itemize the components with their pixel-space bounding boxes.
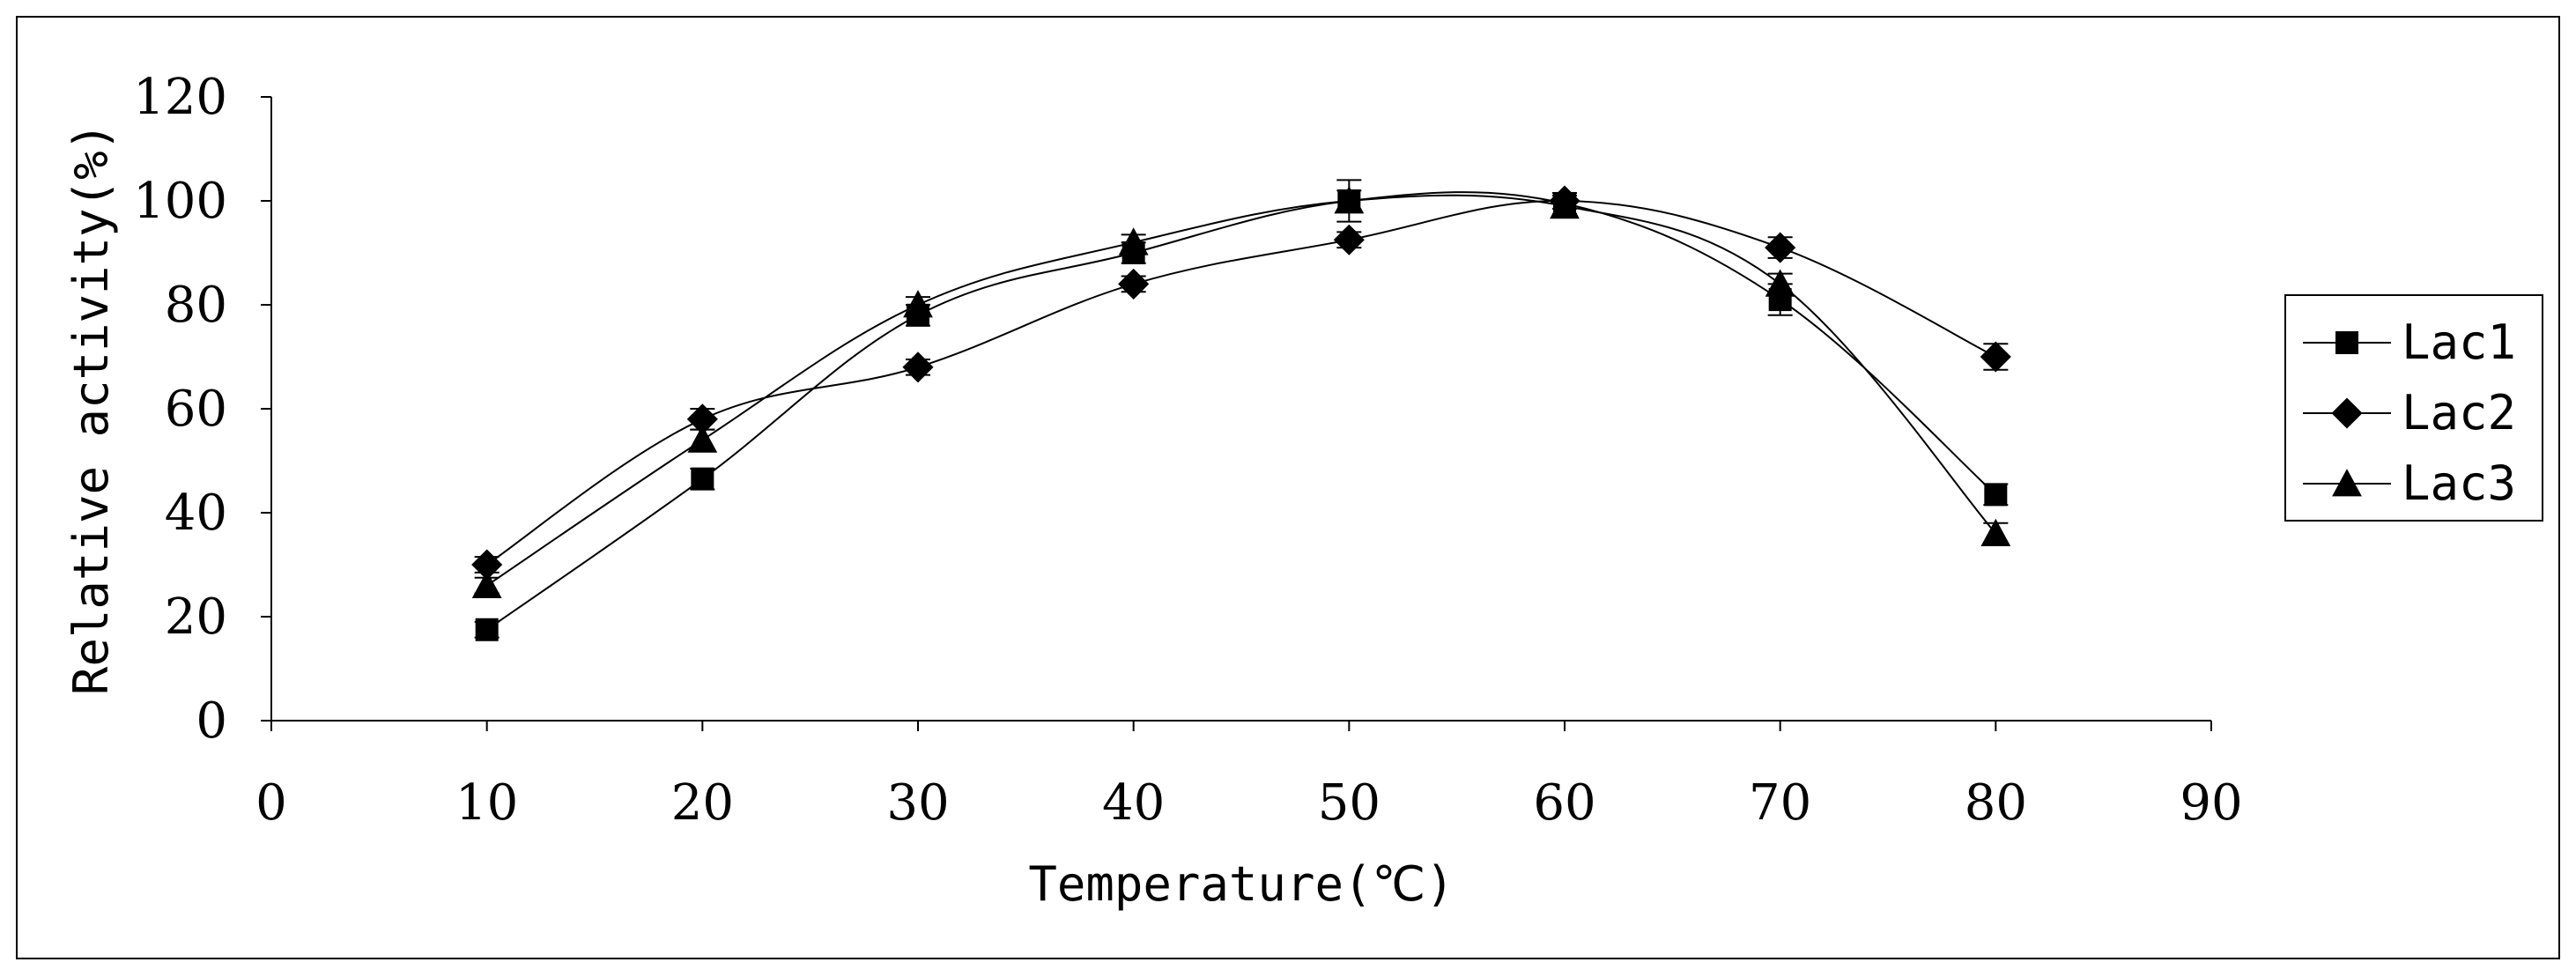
data-point-lac1 <box>1984 483 2008 507</box>
x-tick-label: 90 <box>2180 774 2242 832</box>
x-tick-label: 70 <box>1749 774 1811 832</box>
series-lac3 <box>471 186 2011 598</box>
legend-marker-square <box>2335 331 2358 354</box>
x-tick-label: 0 <box>255 774 287 832</box>
series-line-lac3 <box>486 194 1997 587</box>
legend-label: Lac2 <box>2402 385 2516 440</box>
legend-marker-diamond <box>2331 397 2363 429</box>
data-point-lac3 <box>903 290 933 318</box>
data-point-lac3 <box>471 570 502 598</box>
data-point-lac2 <box>686 403 718 435</box>
y-tick-label: 60 <box>165 381 227 438</box>
series-line-lac2 <box>486 199 1996 566</box>
series-lac2 <box>471 185 2011 581</box>
chart-frame <box>16 16 2560 959</box>
data-point-lac1 <box>475 618 499 641</box>
x-tick-label: 10 <box>455 774 518 832</box>
legend-label: Lac1 <box>2402 315 2516 370</box>
y-tick-label: 120 <box>133 69 227 126</box>
data-point-lac3 <box>1550 191 1580 219</box>
legend-item-lac1: Lac1 <box>2303 315 2516 370</box>
data-point-lac1 <box>691 467 714 491</box>
y-tick-label: 40 <box>165 485 227 542</box>
series-layer <box>471 179 2011 641</box>
legend-marker-triangle <box>2332 469 2362 497</box>
x-tick-label: 30 <box>886 774 949 832</box>
x-tick-label: 50 <box>1318 774 1381 832</box>
axes: 0 10 20 30 40 50 60 70 80 90 0 20 40 60 80 100 120 <box>133 69 2243 832</box>
x-tick-label: 60 <box>1533 774 1595 832</box>
data-point-lac2 <box>1118 268 1150 300</box>
legend-item-lac2: Lac2 <box>2303 385 2516 440</box>
data-point-lac2 <box>902 352 934 383</box>
data-point-lac3 <box>687 425 718 453</box>
y-tick-label: 0 <box>196 692 227 750</box>
data-point-lac3 <box>1118 227 1149 255</box>
data-point-lac2 <box>1333 224 1365 255</box>
data-point-lac3 <box>1765 269 1795 297</box>
x-axis-title: Temperature(℃) <box>1028 856 1454 912</box>
y-axis-title: Relative activity(%) <box>63 122 119 695</box>
x-tick-label: 20 <box>671 774 734 832</box>
y-tick-label: 20 <box>165 588 227 646</box>
legend-item-lac3: Lac3 <box>2303 455 2516 511</box>
data-point-lac3 <box>1980 518 2011 546</box>
data-point-lac2 <box>471 549 503 581</box>
data-point-lac2 <box>1765 232 1796 263</box>
legend-label: Lac3 <box>2402 455 2516 511</box>
y-tick-label: 80 <box>165 277 227 334</box>
data-point-lac2 <box>1980 341 2011 373</box>
y-tick-label: 100 <box>133 173 227 230</box>
data-point-lac3 <box>1334 186 1365 214</box>
x-tick-label: 40 <box>1102 774 1165 832</box>
x-tick-label: 80 <box>1965 774 2027 832</box>
legend: Lac1 Lac2 Lac3 <box>2284 294 2543 522</box>
